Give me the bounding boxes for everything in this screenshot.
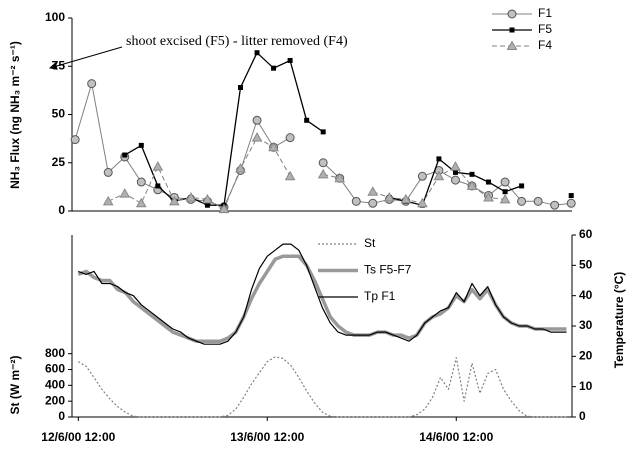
data-point: [450, 161, 461, 171]
data-point: [202, 193, 213, 204]
legend-label: F4: [538, 38, 552, 52]
legend-label: Ts F5-F7: [364, 263, 412, 277]
x-tick-label: 14/6/00 12:00: [419, 430, 493, 444]
y2-tick-label: 10: [579, 379, 593, 393]
legend-marker: [509, 27, 515, 33]
data-point: [500, 177, 510, 187]
legend-label: Tp F1: [364, 289, 396, 303]
y-tick-label: 75: [52, 58, 66, 72]
data-point: [320, 129, 326, 135]
legend-label: F1: [538, 6, 552, 20]
data-point: [138, 142, 144, 148]
data-point: [122, 152, 128, 158]
y2-tick-label: 20: [579, 349, 593, 363]
data-point: [252, 115, 262, 125]
series-line: [77, 254, 567, 343]
y2-tick-label: 60: [579, 227, 593, 241]
annotation-arrow: [49, 46, 123, 70]
data-point: [218, 203, 230, 214]
data-point: [317, 168, 329, 179]
data-point: [136, 177, 146, 187]
data-point: [284, 170, 296, 181]
data-point: [433, 170, 445, 181]
data-point: [550, 200, 560, 210]
data-point: [450, 175, 460, 185]
data-point: [351, 196, 361, 206]
y2-tick-label: 30: [579, 318, 593, 332]
y-tick-label: 0: [58, 409, 65, 423]
data-point: [268, 141, 279, 152]
data-point: [119, 188, 131, 198]
y2-tick-label: 0: [579, 409, 586, 423]
data-point: [383, 191, 395, 202]
data-point: [367, 186, 379, 196]
data-point: [103, 167, 113, 177]
data-point: [436, 156, 442, 162]
y-tick-label: 600: [45, 362, 65, 376]
data-point: [204, 202, 210, 208]
series-line: [78, 243, 567, 345]
legend-label: St: [364, 236, 376, 250]
data-point: [152, 161, 164, 171]
legend-marker: [506, 40, 518, 50]
data-point: [254, 50, 260, 56]
data-point: [287, 57, 293, 63]
y2-tick-label: 50: [579, 258, 593, 272]
data-point: [499, 193, 511, 204]
data-point: [70, 135, 80, 145]
data-point: [466, 180, 478, 190]
y-tick-label: 200: [45, 393, 65, 407]
data-point: [517, 196, 527, 206]
data-point: [566, 198, 576, 208]
data-point: [169, 195, 180, 206]
data-point: [135, 197, 147, 208]
data-point: [483, 191, 494, 202]
data-point: [102, 195, 114, 206]
y-tick-label: 0: [58, 203, 65, 217]
data-point: [318, 158, 328, 168]
data-point: [368, 198, 378, 208]
legend-marker: [507, 9, 517, 19]
data-point: [251, 132, 263, 142]
data-point: [285, 133, 295, 143]
data-point: [519, 183, 525, 189]
data-point: [238, 84, 244, 90]
y2-tick-label: 40: [579, 288, 593, 302]
data-point: [304, 117, 310, 123]
series-line: [74, 83, 572, 208]
y-tick-label: 25: [52, 155, 66, 169]
data-point: [271, 65, 277, 71]
annotation: shoot excised (F5) - litter removed (F4): [126, 34, 348, 49]
y-tick-label: 400: [45, 378, 65, 392]
data-point: [400, 193, 412, 204]
data-point: [452, 169, 458, 175]
y-tick-label: 800: [45, 346, 65, 360]
data-point: [185, 191, 197, 202]
x-tick-label: 13/6/00 12:00: [230, 430, 304, 444]
y-axis-label: St (W m⁻²): [8, 356, 22, 415]
y-tick-label: 50: [52, 107, 66, 121]
series-line: [107, 137, 506, 210]
y-tick-label: 100: [45, 10, 65, 24]
y-axis-label: NH₃ Flux (ng NH₃ m⁻² s⁻¹): [8, 41, 22, 189]
data-point: [235, 163, 246, 173]
data-point: [155, 183, 161, 189]
data-point: [469, 171, 475, 177]
data-point: [334, 172, 346, 183]
x-tick-label: 12/6/00 12:00: [41, 430, 115, 444]
data-point: [568, 193, 574, 199]
series-line: [77, 356, 567, 418]
y2-axis-label: Temperature (°C): [612, 272, 626, 369]
data-point: [87, 79, 97, 89]
data-point: [417, 171, 427, 181]
legend-label: F5: [538, 22, 552, 36]
data-point: [533, 196, 543, 206]
data-point: [486, 179, 492, 185]
data-point: [417, 197, 428, 208]
data-point: [502, 189, 508, 195]
